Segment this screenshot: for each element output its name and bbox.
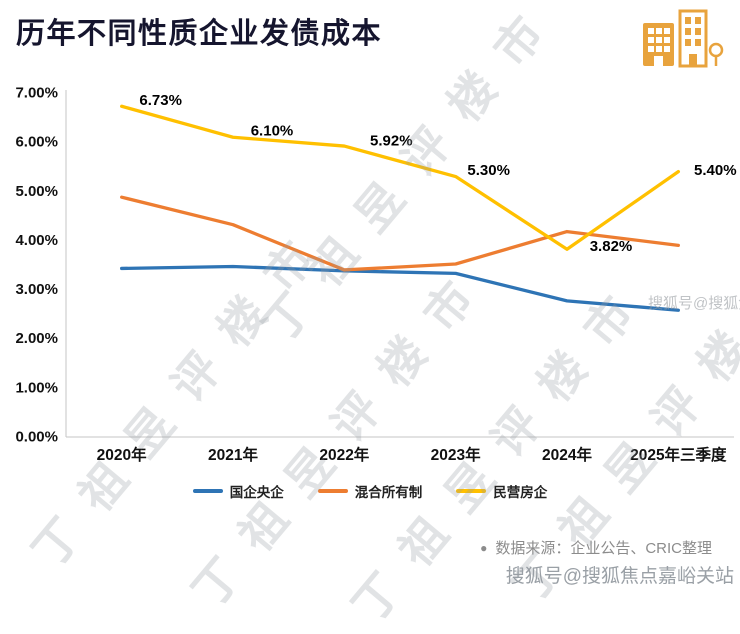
data-label: 6.10% bbox=[251, 123, 294, 140]
legend-label: 民营房企 bbox=[493, 485, 548, 500]
data-label: 5.40% bbox=[694, 162, 737, 179]
data-label: 6.73% bbox=[139, 92, 182, 109]
series-line-2 bbox=[120, 104, 680, 251]
sohu-watermark-mid: 搜狐号@搜狐焦点嘉峪关站 bbox=[648, 295, 740, 312]
series-line-0 bbox=[120, 264, 680, 312]
bond-cost-line-chart: 0.00% 1.00% 2.00% 3.00% 4.00% 5.00% 6.00% 7.00%… bbox=[15, 85, 737, 464]
legend-item: 民营房企 bbox=[456, 481, 547, 501]
legend-item: 国企央企 bbox=[192, 481, 284, 501]
y-tick-label: 2.00% bbox=[15, 330, 58, 347]
chart-legend: 国企央企 混合所有制 民营房企 bbox=[0, 481, 740, 501]
bullet-icon: ● bbox=[480, 540, 488, 555]
legend-label: 国企央企 bbox=[229, 485, 284, 500]
x-tick-label: 2025年三季度 bbox=[630, 445, 727, 464]
legend-swatch bbox=[456, 489, 487, 493]
x-tick-label: 2023年 bbox=[431, 445, 481, 464]
y-tick-label: 7.00% bbox=[15, 85, 58, 102]
y-tick-label: 4.00% bbox=[15, 232, 58, 249]
sohu-watermark-bottom: 搜狐号@搜狐焦点嘉峪关站 bbox=[505, 566, 734, 587]
y-tick-label: 5.00% bbox=[15, 183, 58, 200]
data-source-note: ● 数据来源：企业公告、CRIC整理 bbox=[480, 537, 712, 558]
y-tick-label: 0.00% bbox=[15, 429, 58, 446]
city-buildings-icon bbox=[638, 6, 726, 70]
data-label: 3.82% bbox=[590, 238, 633, 255]
legend-swatch bbox=[317, 489, 348, 493]
legend-label: 混合所有制 bbox=[354, 485, 423, 500]
x-tick-label: 2024年 bbox=[542, 445, 592, 464]
y-tick-label: 3.00% bbox=[15, 281, 58, 298]
legend-item: 混合所有制 bbox=[317, 481, 423, 501]
legend-swatch bbox=[192, 489, 223, 493]
y-tick-label: 1.00% bbox=[15, 379, 58, 396]
data-label: 5.92% bbox=[370, 133, 413, 150]
x-tick-label: 2020年 bbox=[97, 445, 147, 464]
series-line-1 bbox=[120, 195, 680, 272]
x-tick-label: 2022年 bbox=[319, 445, 369, 464]
y-tick-label: 6.00% bbox=[15, 134, 58, 151]
page-title: 历年不同性质企业发债成本 bbox=[16, 18, 383, 50]
x-tick-label: 2021年 bbox=[208, 445, 258, 464]
data-label: 5.30% bbox=[467, 162, 510, 179]
data-source-text: 数据来源：企业公告、CRIC整理 bbox=[495, 540, 712, 557]
